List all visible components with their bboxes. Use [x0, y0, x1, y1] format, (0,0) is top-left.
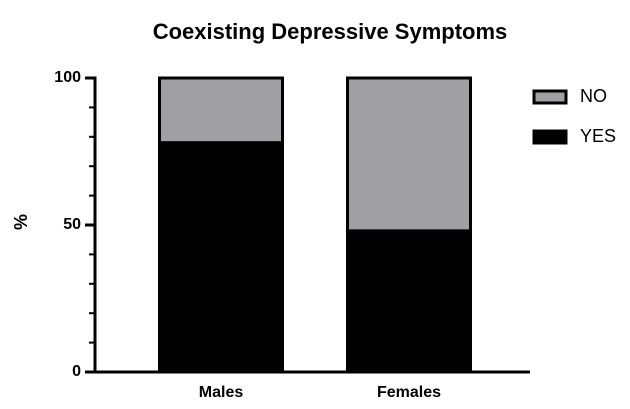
bar-segment	[346, 229, 472, 374]
y-axis-label: %	[11, 214, 31, 230]
legend-label: NO	[580, 86, 607, 106]
x-tick-label: Females	[377, 384, 441, 401]
bar-segment	[158, 76, 284, 145]
bar-segment	[346, 76, 472, 233]
legend-swatch	[532, 129, 568, 145]
y-tick-label: 50	[63, 216, 81, 233]
bar-segment	[158, 141, 284, 374]
y-tick-label: 100	[54, 69, 81, 86]
x-tick-label: Males	[199, 384, 244, 401]
chart-title: Coexisting Depressive Symptoms	[153, 19, 508, 44]
legend-label: YES	[580, 126, 616, 146]
legend-swatch	[532, 89, 568, 105]
y-tick-label: 0	[72, 363, 81, 380]
